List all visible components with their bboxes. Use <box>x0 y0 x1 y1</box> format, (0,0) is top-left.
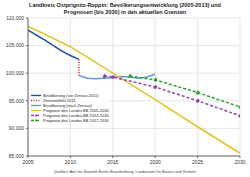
svg-text:2025: 2025 <box>192 159 203 165</box>
svg-text:2005: 2005 <box>22 159 33 165</box>
svg-text:85.000: 85.000 <box>9 153 25 159</box>
html-text:Landkreis Ostprignitz-Ruppin:: Landkreis Ostprignitz-Ruppin: Bevölkerun… <box>29 2 221 15</box>
svg-text:110.000: 110.000 <box>8 15 24 21</box>
svg-text:90.000: 90.000 <box>9 125 25 131</box>
html-text:Prognose des Landes BB 2017-20: Prognose des Landes BB 2017-2030 <box>43 118 109 123</box>
html-text:Quellen: Amt für Statistik Ber: Quellen: Amt für Statistik Berlin-Brande… <box>53 169 197 174</box>
svg-text:2010: 2010 <box>65 159 76 165</box>
html-text:Prognose des Landes BB 2005-20: Prognose des Landes BB 2005-2030 <box>43 108 109 113</box>
html-text:Bevölkerung (nach Zensus): Bevölkerung (nach Zensus) <box>43 103 92 108</box>
svg-text:95.000: 95.000 <box>9 98 25 104</box>
html-text:Bevölkerung (vor Zensus 2011): Bevölkerung (vor Zensus 2011) <box>43 93 99 98</box>
svg-text:100.000: 100.000 <box>8 70 24 76</box>
svg-text:2015: 2015 <box>107 159 118 165</box>
svg-text:2030: 2030 <box>234 159 242 165</box>
svg-text:105.000: 105.000 <box>8 42 24 48</box>
svg-text:2020: 2020 <box>150 159 161 165</box>
html-text:Prognose des Landes BB 2014-20: Prognose des Landes BB 2014-2030 <box>43 113 109 118</box>
html-text:Zensuseffekt 2011: Zensuseffekt 2011 <box>43 98 76 103</box>
